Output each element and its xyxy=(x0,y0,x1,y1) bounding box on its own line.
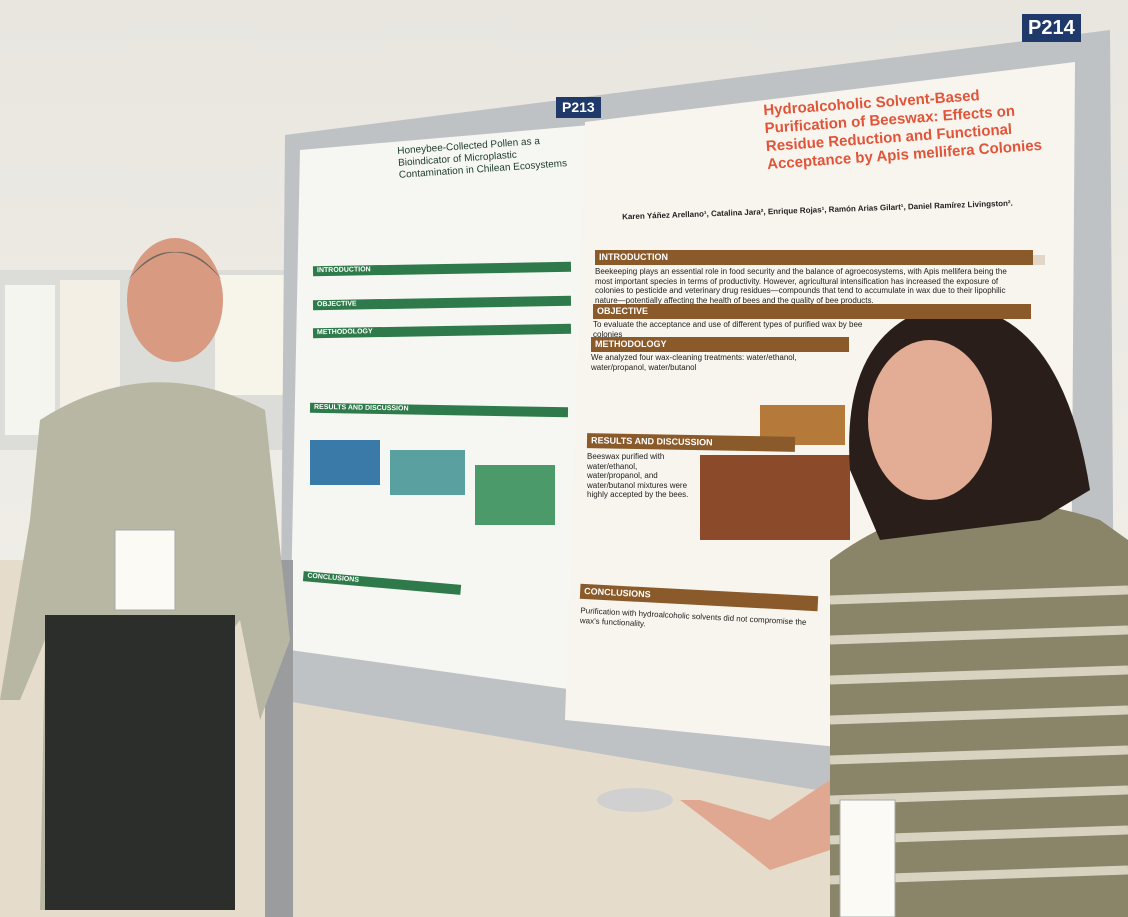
man-hair xyxy=(128,251,222,280)
section-heading: METHODOLOGY xyxy=(591,337,849,352)
man-trousers xyxy=(45,615,235,910)
section-heading: INTRODUCTION xyxy=(595,250,1033,265)
left-chart xyxy=(310,440,380,485)
section-text: To evaluate the acceptance and use of di… xyxy=(593,320,863,339)
left-chart xyxy=(390,450,465,495)
man-face xyxy=(127,238,223,362)
woman-face xyxy=(868,340,992,500)
man-badge xyxy=(114,529,176,611)
background-poster xyxy=(215,275,285,395)
section-text: We analyzed four wax-cleaning treatments… xyxy=(591,353,797,372)
sign: P213 xyxy=(556,97,601,118)
result-photos xyxy=(700,455,850,540)
section-text: Beekeeping plays an essential role in fo… xyxy=(595,267,1007,305)
sign: P214 xyxy=(1022,14,1081,42)
section-heading: OBJECTIVE xyxy=(593,304,1031,319)
section-text: Beeswax purified with water/ethanol, wat… xyxy=(587,452,689,500)
woman-shirt xyxy=(830,502,1128,917)
board-foot xyxy=(597,788,673,812)
woman-arm xyxy=(680,780,830,870)
woman-badge xyxy=(839,799,896,917)
background-poster xyxy=(5,285,55,435)
left-table xyxy=(475,465,555,525)
